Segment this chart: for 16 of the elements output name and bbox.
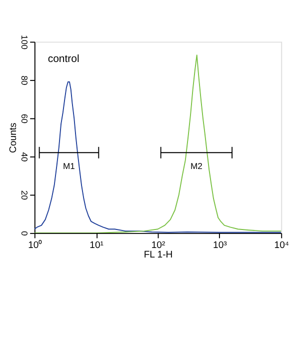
y-tick-label: 100 [20,35,30,50]
x-tick-label: 10⁰ [28,238,43,251]
y-tick-label: 20 [20,190,30,200]
annotation: M1 [63,160,76,171]
x-tick-label: 10¹ [90,240,104,251]
x-axis-title: FL 1-H [144,249,173,260]
annotation: control [48,52,80,65]
y-tick-label: 60 [20,114,30,124]
x-tick-label: 10³ [213,240,227,251]
x-tick-label: 10² [151,240,166,251]
y-axis-title: Counts [8,122,19,153]
y-tick-label: 0 [20,231,30,236]
x-tick-label: 10⁴ [274,240,289,251]
y-tick-label: 40 [20,152,30,162]
annotation: M2 [190,160,203,171]
y-tick-label: 80 [20,76,30,86]
